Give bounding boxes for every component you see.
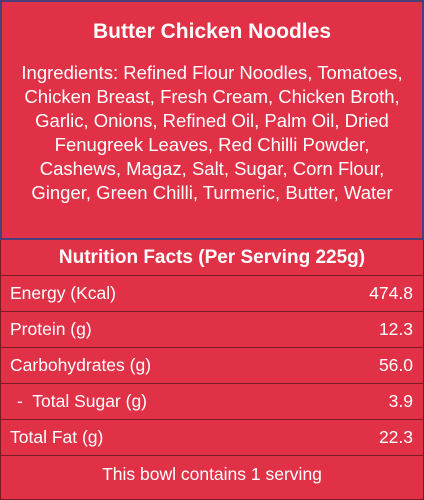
product-title: Butter Chicken Noodles	[92, 20, 332, 43]
nutrition-row-energy: Energy (Kcal) 474.8	[1, 276, 423, 312]
nutrient-value: 474.8	[369, 283, 413, 303]
nutrient-name: Protein (g)	[10, 319, 92, 339]
product-info-panel: Butter Chicken Noodles Ingredients: Refi…	[0, 0, 424, 240]
nutrient-value: 56.0	[378, 355, 413, 375]
nutrient-value: 12.3	[378, 319, 413, 339]
nutrition-row-carbohydrates: Carbohydrates (g) 56.0	[1, 348, 423, 384]
nutrition-row-total-sugar: - Total Sugar (g) 3.9	[1, 384, 423, 420]
nutrition-row-protein: Protein (g) 12.3	[1, 312, 423, 348]
nutrient-name: Total Fat (g)	[10, 427, 104, 447]
nutrient-name: - Total Sugar (g)	[17, 391, 148, 411]
nutrient-name: Carbohydrates (g)	[10, 355, 152, 375]
nutrient-name: Energy (Kcal)	[10, 283, 117, 303]
nutrition-facts-heading: Nutrition Facts (Per Serving 225g)	[1, 240, 423, 276]
nutrient-value: 22.3	[378, 427, 413, 447]
nutrition-row-total-fat: Total Fat (g) 22.3	[1, 420, 423, 456]
nutrient-value: 3.9	[388, 391, 413, 411]
ingredients-text: Ingredients: Refined Flour Noodles, Toma…	[21, 62, 403, 203]
nutrition-facts-table: Nutrition Facts (Per Serving 225g) Energ…	[0, 240, 424, 500]
serving-note: This bowl contains 1 serving	[102, 464, 322, 484]
